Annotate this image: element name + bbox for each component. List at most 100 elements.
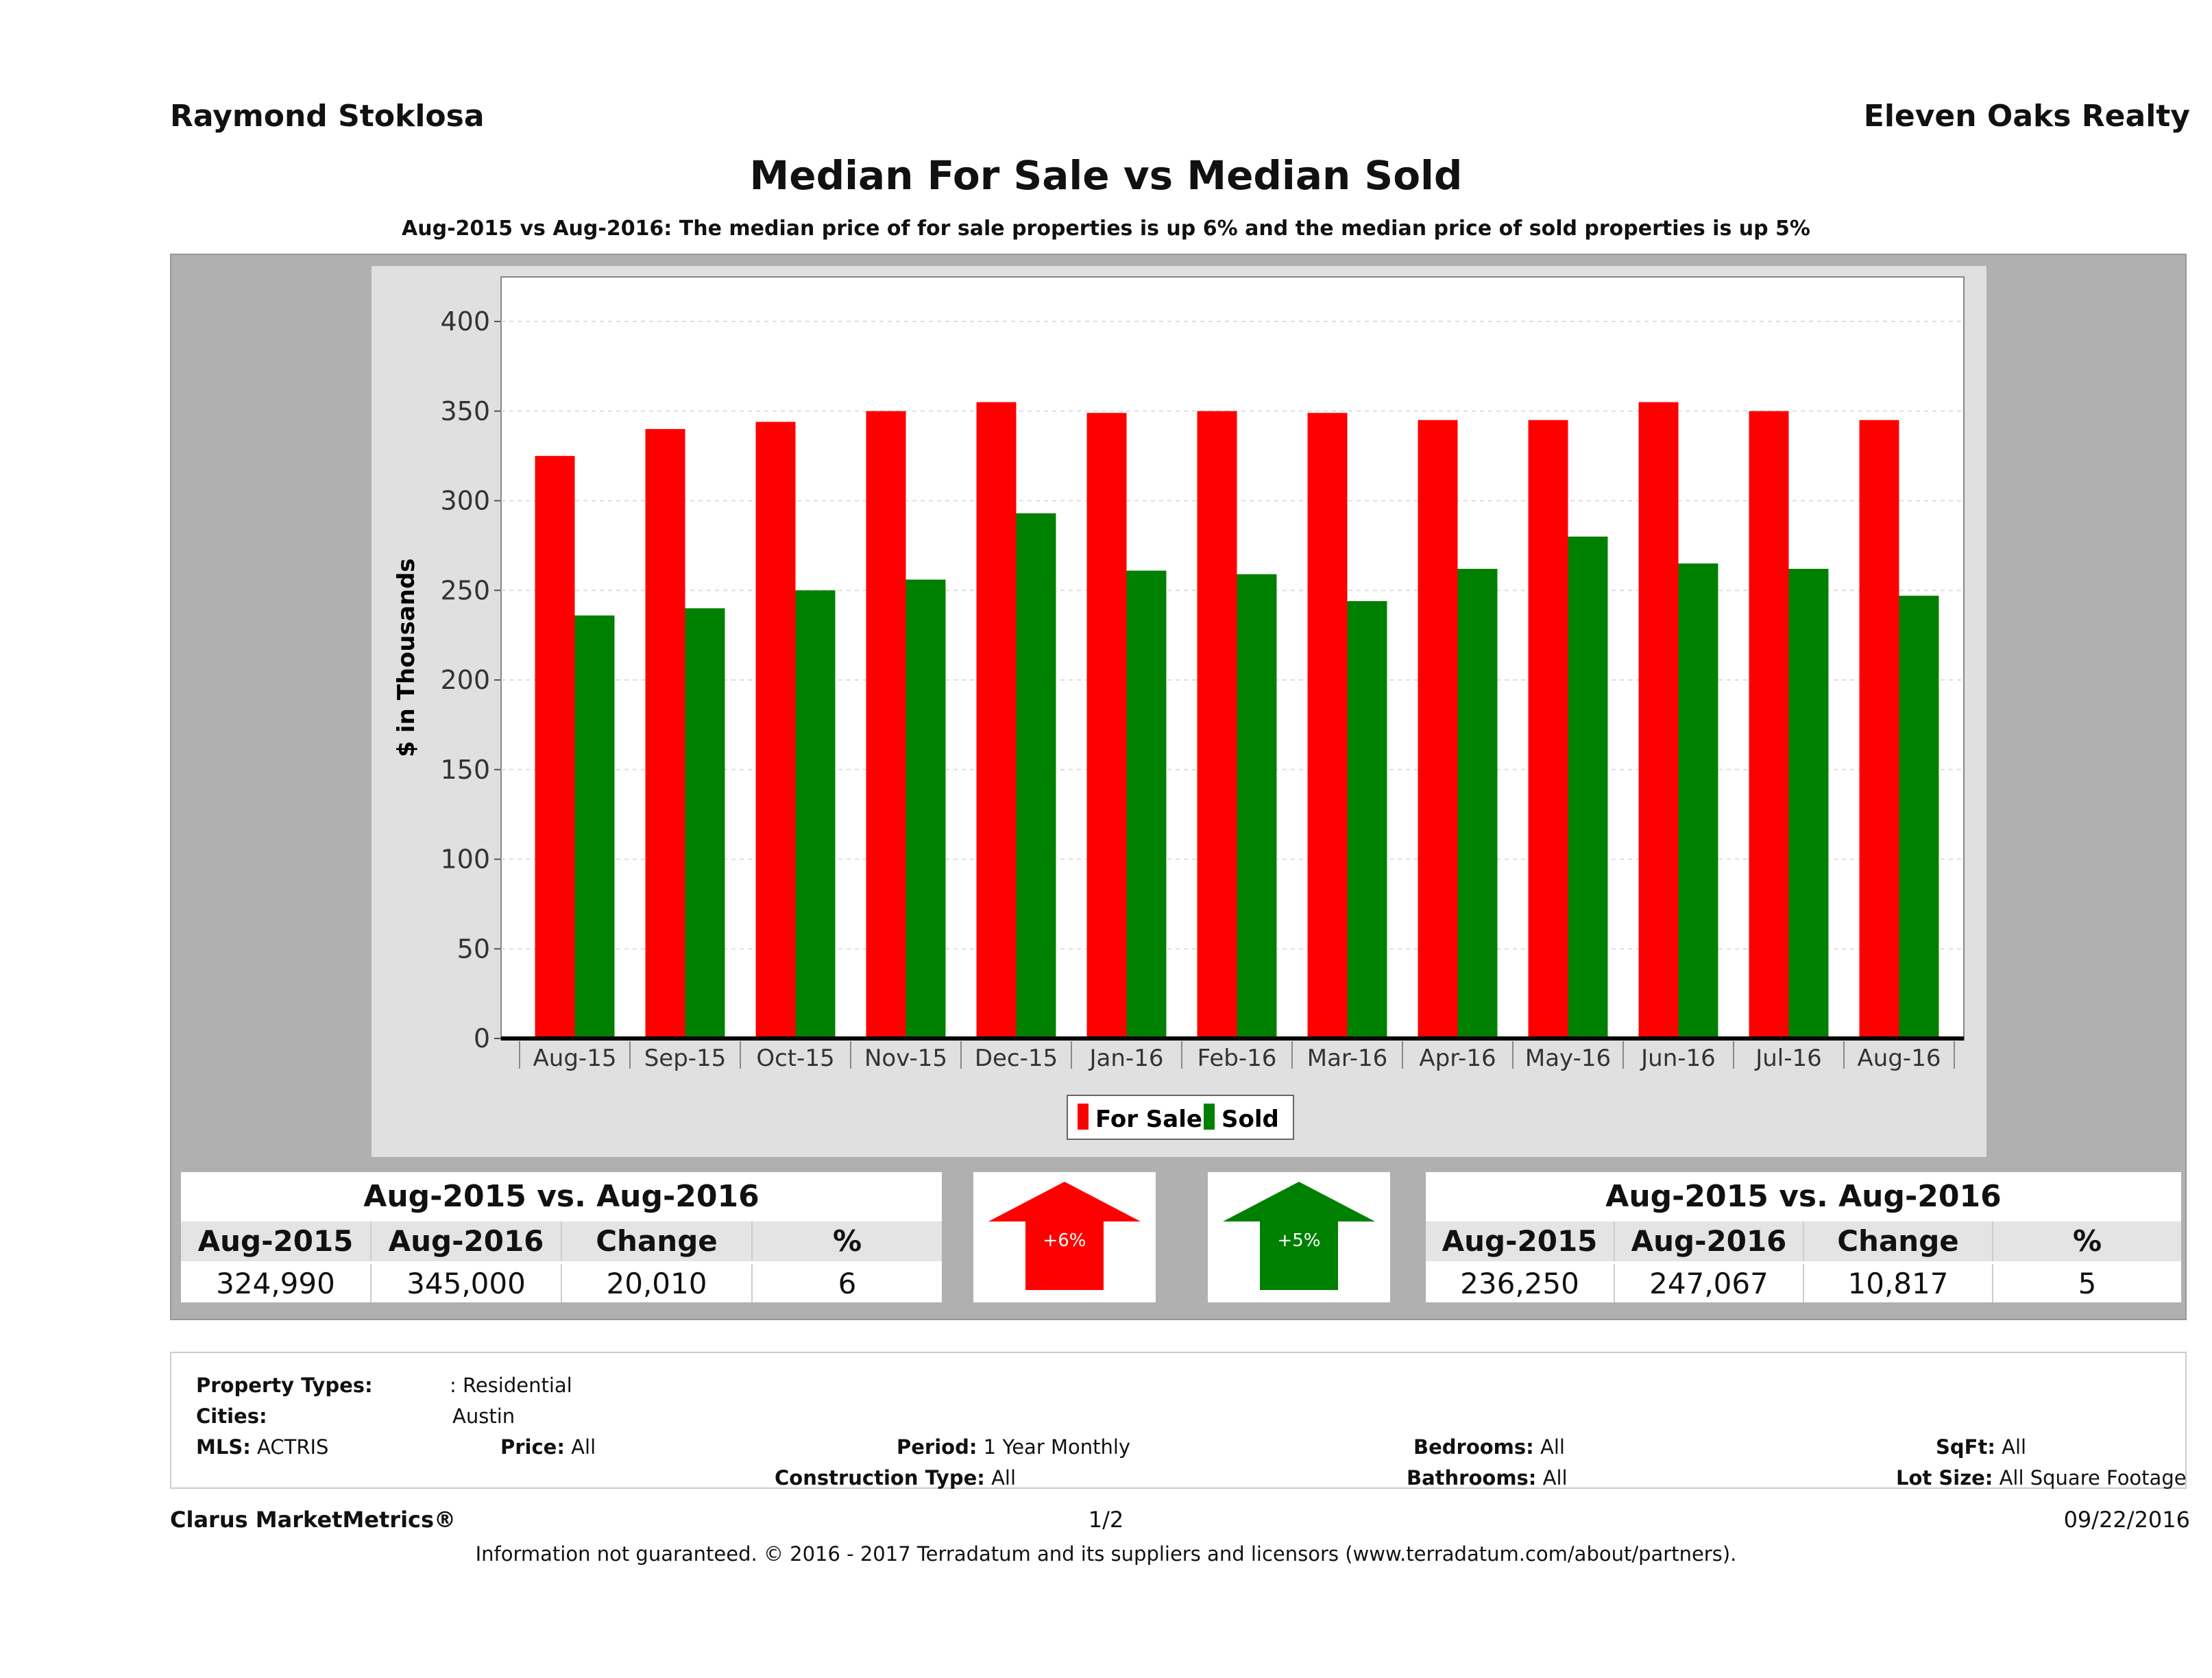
for-sale-bar (645, 428, 685, 1038)
sold-bar (1678, 563, 1718, 1038)
x-tick-label: May-16 (1525, 1045, 1611, 1072)
legend-box (1067, 1095, 1294, 1140)
criteria-label: Lot Size: (1896, 1466, 1993, 1489)
x-tick-label: Jun-16 (1640, 1045, 1716, 1072)
chart-subtitle: Aug-2015 vs Aug-2016: The median price o… (402, 217, 1810, 241)
legend-label-for-sale: For Sale (1095, 1106, 1202, 1133)
y-tick-label: 100 (440, 844, 490, 875)
stats-value: 20,010 (562, 1264, 753, 1302)
stats-value-row: 324,990 345,000 20,010 6 (181, 1264, 942, 1302)
sold-bar (1457, 568, 1498, 1038)
criteria-value: All (2002, 1435, 2027, 1459)
x-tick-label: Apr-16 (1419, 1045, 1496, 1072)
footer-brand: Clarus MarketMetrics® (170, 1507, 457, 1533)
x-axis-ticks: Aug-15 Sep-15 Oct-15 Nov-15 Dec-15 Jan-16 Feb-… (501, 1036, 1964, 1072)
sold-bar (685, 608, 725, 1038)
for-sale-bar (866, 411, 906, 1038)
stats-header: Change (1804, 1221, 1993, 1261)
y-tick-label: 200 (440, 665, 490, 695)
footer-date: 09/22/2016 (2063, 1507, 2190, 1533)
for-sale-bar (1086, 413, 1127, 1038)
for-sale-bar (755, 422, 796, 1038)
up-arrow-icon: +6% (988, 1182, 1141, 1290)
legend-label-sold: Sold (1222, 1106, 1279, 1133)
sold-stats-table: Aug-2015 vs. Aug-2016 Aug-2015 Aug-2016 … (1426, 1172, 2181, 1302)
sold-bar (574, 615, 615, 1038)
arrow-label: +6% (1043, 1230, 1086, 1251)
for-sale-bar (1528, 420, 1568, 1038)
criteria-label: Cities: (196, 1405, 267, 1428)
sold-bar (1237, 574, 1277, 1038)
footer-disclaimer: Information not guaranteed. © 2016 - 201… (475, 1542, 1737, 1566)
criteria-value: ACTRIS (257, 1435, 329, 1459)
for-sale-bar (976, 402, 1017, 1038)
stats-value: 5 (2078, 1267, 2097, 1300)
criteria-value: Austin (452, 1405, 515, 1428)
criteria-value: All (991, 1466, 1017, 1489)
stats-header: % (832, 1224, 862, 1258)
arrow-label: +5% (1277, 1230, 1320, 1251)
sold-bar (1016, 513, 1056, 1038)
bars (535, 402, 1939, 1038)
agent-name: Raymond Stoklosa (170, 99, 485, 134)
criteria-value: All Square Footage (1999, 1466, 2187, 1489)
stats-header: Aug-2016 (1615, 1221, 1804, 1261)
y-tick-label: 150 (440, 755, 490, 785)
x-tick-label: Dec-15 (975, 1045, 1058, 1072)
for-sale-change-arrow: +6% (973, 1172, 1156, 1302)
stats-header: Change (562, 1221, 753, 1261)
sold-change-arrow: +5% (1208, 1172, 1390, 1302)
arrow-shape (1223, 1182, 1375, 1290)
chart-title: Median For Sale vs Median Sold (749, 152, 1463, 199)
for-sale-stats-table: Aug-2015 vs. Aug-2016 Aug-2015 Aug-2016 … (181, 1172, 942, 1302)
criteria-label: Price: (500, 1435, 565, 1459)
stats-header: % (2072, 1224, 2102, 1258)
sold-bar (1899, 596, 1939, 1038)
x-tick-label: Feb-16 (1198, 1045, 1277, 1072)
stats-title: Aug-2015 vs. Aug-2016 (1605, 1179, 2002, 1214)
stats-value: 236,250 (1426, 1264, 1615, 1302)
stats-header: Aug-2015 (181, 1221, 372, 1261)
stats-value: 6 (838, 1267, 857, 1300)
criteria-label: SqFt: (1936, 1435, 1995, 1459)
company-name: Eleven Oaks Realty (1863, 99, 2190, 134)
stats-header: Aug-2015 (1426, 1221, 1615, 1261)
bar-chart: 0 50 100 150 200 250 300 350 400 Aug-15 Sep-15 Oct… (372, 266, 1986, 1157)
x-tick-label: Nov-15 (864, 1045, 947, 1072)
for-sale-bar (1197, 411, 1237, 1038)
criteria-value: All (571, 1435, 596, 1459)
stats-header-row: Aug-2015 Aug-2016 Change % (181, 1221, 942, 1261)
for-sale-bar (1859, 420, 1899, 1038)
for-sale-bar (1638, 402, 1679, 1038)
x-tick-label: Jul-16 (1754, 1045, 1822, 1072)
footer-page-number: 1/2 (1088, 1507, 1124, 1533)
criteria-label: Period: (897, 1435, 977, 1459)
criteria-label: Property Types: (196, 1374, 373, 1397)
sold-bar (906, 579, 946, 1038)
legend: For Sale Sold (1067, 1095, 1294, 1140)
stats-value: 345,000 (372, 1264, 562, 1302)
criteria-label: MLS: (196, 1435, 251, 1459)
y-tick-label: 350 (440, 396, 490, 426)
x-tick-label: Mar-16 (1307, 1045, 1388, 1072)
sold-bar (1126, 570, 1167, 1038)
criteria-value: All (1542, 1466, 1568, 1489)
criteria-value: 1 Year Monthly (983, 1435, 1131, 1459)
search-criteria: Property Types: : Residential Cities: Au… (170, 1352, 2187, 1489)
sold-bar (1347, 600, 1387, 1038)
sold-bar (1568, 536, 1608, 1038)
stats-value: 247,067 (1615, 1264, 1804, 1302)
x-tick-label: Oct-15 (756, 1045, 834, 1072)
up-arrow-icon: +5% (1223, 1182, 1375, 1290)
stats-header: Aug-2016 (372, 1221, 562, 1261)
grid-lines (501, 321, 1964, 950)
for-sale-bar (1749, 411, 1789, 1038)
y-tick-label: 50 (457, 934, 490, 964)
stats-title: Aug-2015 vs. Aug-2016 (363, 1179, 759, 1214)
stats-header-row: Aug-2015 Aug-2016 Change % (1426, 1221, 2181, 1261)
x-tick-label: Jan-16 (1089, 1045, 1164, 1072)
x-tick-label: Aug-15 (533, 1045, 617, 1072)
chart-panel: 0 50 100 150 200 250 300 350 400 Aug-15 Sep-15 Oct… (170, 254, 2187, 1320)
y-tick-label: 0 (474, 1023, 490, 1054)
legend-swatch-for-sale (1078, 1104, 1089, 1130)
